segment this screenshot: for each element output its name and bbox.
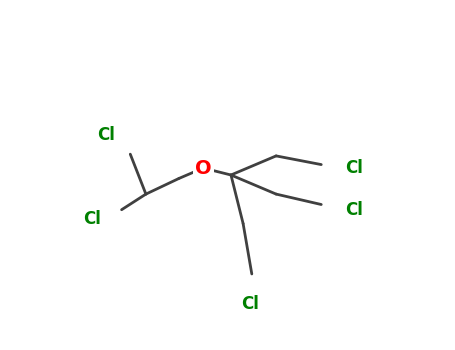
Text: Cl: Cl bbox=[345, 159, 364, 177]
Text: Cl: Cl bbox=[345, 201, 364, 219]
Text: Cl: Cl bbox=[83, 210, 101, 229]
Text: Cl: Cl bbox=[97, 126, 115, 144]
Text: O: O bbox=[195, 159, 212, 177]
Text: Cl: Cl bbox=[241, 295, 259, 313]
